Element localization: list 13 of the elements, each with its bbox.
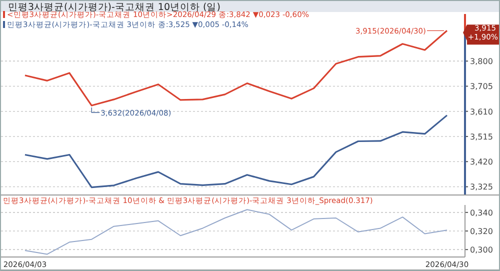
y-tick-label: 3,325 <box>470 182 493 192</box>
y-tick-label: 3,610 <box>470 107 493 116</box>
y-tick-label: 3,800 <box>470 57 493 66</box>
y-tick-label: 3,705 <box>470 82 493 92</box>
y-tick-label: 0,340 <box>470 208 493 218</box>
line-series <box>24 209 448 255</box>
chart-title: 민평3사평균(시가평가)-국고채권 10년이하 (일) <box>8 2 220 13</box>
y-tick-label: 3,515 <box>470 132 493 142</box>
line-series <box>24 30 448 106</box>
line-series <box>24 114 448 188</box>
y-tick-label: 0,300 <box>470 246 493 255</box>
y-tick-label: 0,320 <box>470 227 493 236</box>
y-tick-label: 3,420 <box>470 158 493 167</box>
